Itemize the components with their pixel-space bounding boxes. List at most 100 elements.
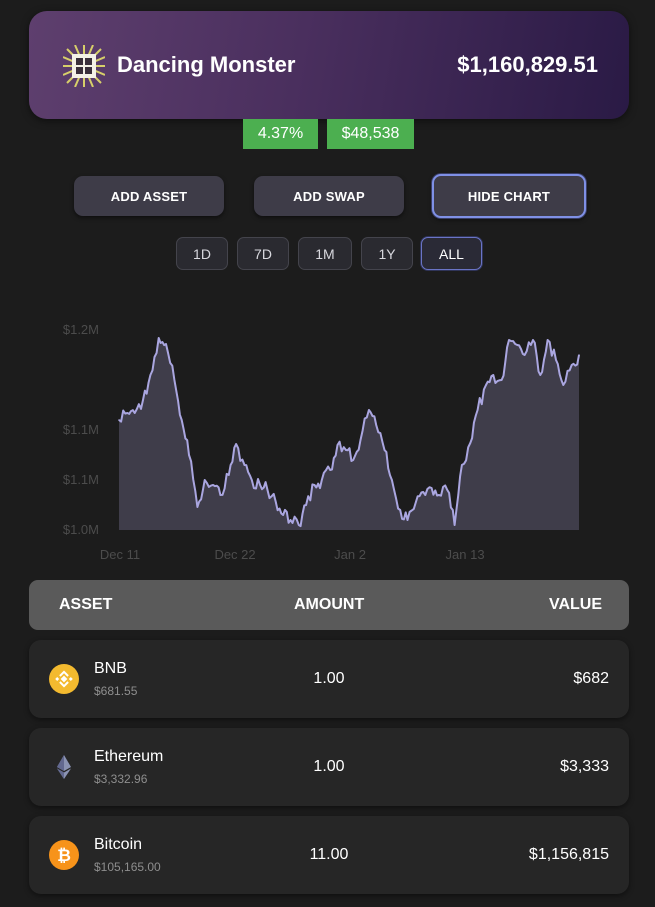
chart-data-point <box>368 409 370 411</box>
portfolio-header: Dancing Monster $1,160,829.51 <box>29 11 629 119</box>
range-1d-button[interactable]: 1D <box>176 237 228 270</box>
asset-price: $105,165.00 <box>94 860 161 874</box>
chart-data-point <box>329 469 332 471</box>
chart-data-point <box>508 339 510 341</box>
asset-amount: 1.00 <box>313 758 345 775</box>
chart-data-point <box>298 524 300 526</box>
chart-data-point <box>523 354 526 356</box>
asset-amount: 11.00 <box>309 846 349 863</box>
chart-data-point <box>476 409 479 411</box>
chart-data-point <box>126 412 129 414</box>
portfolio-total-value: $1,160,829.51 <box>457 52 598 77</box>
chart-data-point <box>492 374 495 376</box>
dancing-monster-logo-icon <box>63 45 105 87</box>
chart-data-point <box>228 474 230 476</box>
chart-data-point <box>532 339 534 341</box>
bnb-icon <box>49 664 79 694</box>
chart-data-point <box>546 339 549 341</box>
chart-data-point <box>196 506 199 508</box>
y-tick-label: $1.0M <box>63 522 99 537</box>
x-tick-label: Jan 13 <box>446 547 485 562</box>
range-all-button[interactable]: ALL <box>421 237 482 270</box>
chart-data-point <box>345 449 347 451</box>
chart-data-point <box>578 354 580 356</box>
chart-data-point <box>235 443 237 445</box>
chart-data-point <box>570 364 573 366</box>
chart-data-point <box>251 479 253 481</box>
chart-data-point <box>118 419 120 421</box>
change-amount-badge: $48,538 <box>327 119 414 149</box>
chart-data-point <box>469 442 472 444</box>
chart-series-line <box>118 337 580 528</box>
chart-data-point <box>383 449 386 451</box>
chart-data-point <box>415 501 417 503</box>
chart-data-point <box>243 464 246 466</box>
chart-data-point <box>173 379 176 381</box>
chart-data-point <box>142 399 144 401</box>
chart-data-point <box>275 501 277 503</box>
chart-data-point <box>188 454 190 456</box>
chart-data-point <box>336 444 339 446</box>
x-tick-label: Dec 11 <box>100 547 140 562</box>
chart-data-point <box>500 379 503 381</box>
add-swap-button[interactable]: ADD SWAP <box>254 176 404 216</box>
chart-data-point <box>555 359 557 361</box>
chart-data-point <box>399 509 402 511</box>
asset-row-ethereum[interactable]: Ethereum $3,332.96 1.00 $3,333 <box>29 728 629 806</box>
asset-row-bnb[interactable]: BNB $681.55 1.00 $682 <box>29 640 629 718</box>
chart-data-point <box>321 479 323 481</box>
chart-data-point <box>430 487 433 489</box>
asset-value: $3,333 <box>560 758 609 775</box>
chart-data-point <box>259 484 261 486</box>
asset-name: BNB <box>94 660 127 677</box>
chart-data-point <box>461 464 463 466</box>
asset-row-bitcoin[interactable]: ₿ Bitcoin $105,165.00 11.00 $1,156,815 <box>29 816 629 894</box>
y-tick-label: $1.2M <box>63 322 99 337</box>
chart-data-point <box>562 384 565 386</box>
chart-data-point <box>133 412 136 414</box>
chart-data-point <box>157 337 160 339</box>
add-asset-button[interactable]: ADD ASSET <box>74 176 224 216</box>
chart-data-point <box>219 494 222 496</box>
chart-data-point <box>203 479 206 481</box>
chart-data-point <box>149 374 152 376</box>
y-tick-label: $1.1M <box>63 472 99 487</box>
x-tick-label: Dec 22 <box>214 547 255 562</box>
chart-data-point <box>446 489 449 491</box>
asset-name: Bitcoin <box>94 836 143 853</box>
asset-value: $1,156,815 <box>528 846 609 863</box>
x-tick-label: Jan 2 <box>334 547 366 562</box>
bitcoin-icon: ₿ <box>49 840 79 870</box>
chart-data-point <box>453 524 456 526</box>
chart-data-point <box>313 484 316 486</box>
chart-data-point <box>539 374 542 376</box>
ethereum-icon <box>57 755 71 779</box>
asset-name: Ethereum <box>94 748 164 765</box>
chart-data-point <box>375 424 378 426</box>
chart-data-point <box>438 494 440 496</box>
chart-data-point <box>266 489 269 491</box>
range-7d-button[interactable]: 7D <box>237 237 289 270</box>
chart-data-point <box>391 479 393 481</box>
svg-text:₿: ₿ <box>57 846 71 866</box>
chart-data-point <box>165 343 167 345</box>
chart-data-point <box>422 491 425 493</box>
amount-column-header: AMOUNT <box>294 596 365 613</box>
hide-chart-button[interactable]: HIDE CHART <box>432 174 586 218</box>
chart-data-point <box>180 419 183 421</box>
asset-column-header: ASSET <box>59 596 113 613</box>
range-1y-button[interactable]: 1Y <box>361 237 413 270</box>
chart-data-point <box>289 519 292 521</box>
chart-data-point <box>406 519 409 521</box>
asset-table-header: ASSET AMOUNT VALUE <box>29 580 629 630</box>
range-1m-button[interactable]: 1M <box>298 237 352 270</box>
chart-data-point <box>516 344 519 346</box>
asset-amount: 1.00 <box>313 670 345 687</box>
asset-price: $681.55 <box>94 684 138 698</box>
chart-data-point <box>359 439 362 441</box>
chart-data-point <box>282 514 284 516</box>
asset-price: $3,332.96 <box>94 772 148 786</box>
chart-data-point <box>305 504 307 506</box>
asset-value: $682 <box>573 670 609 687</box>
